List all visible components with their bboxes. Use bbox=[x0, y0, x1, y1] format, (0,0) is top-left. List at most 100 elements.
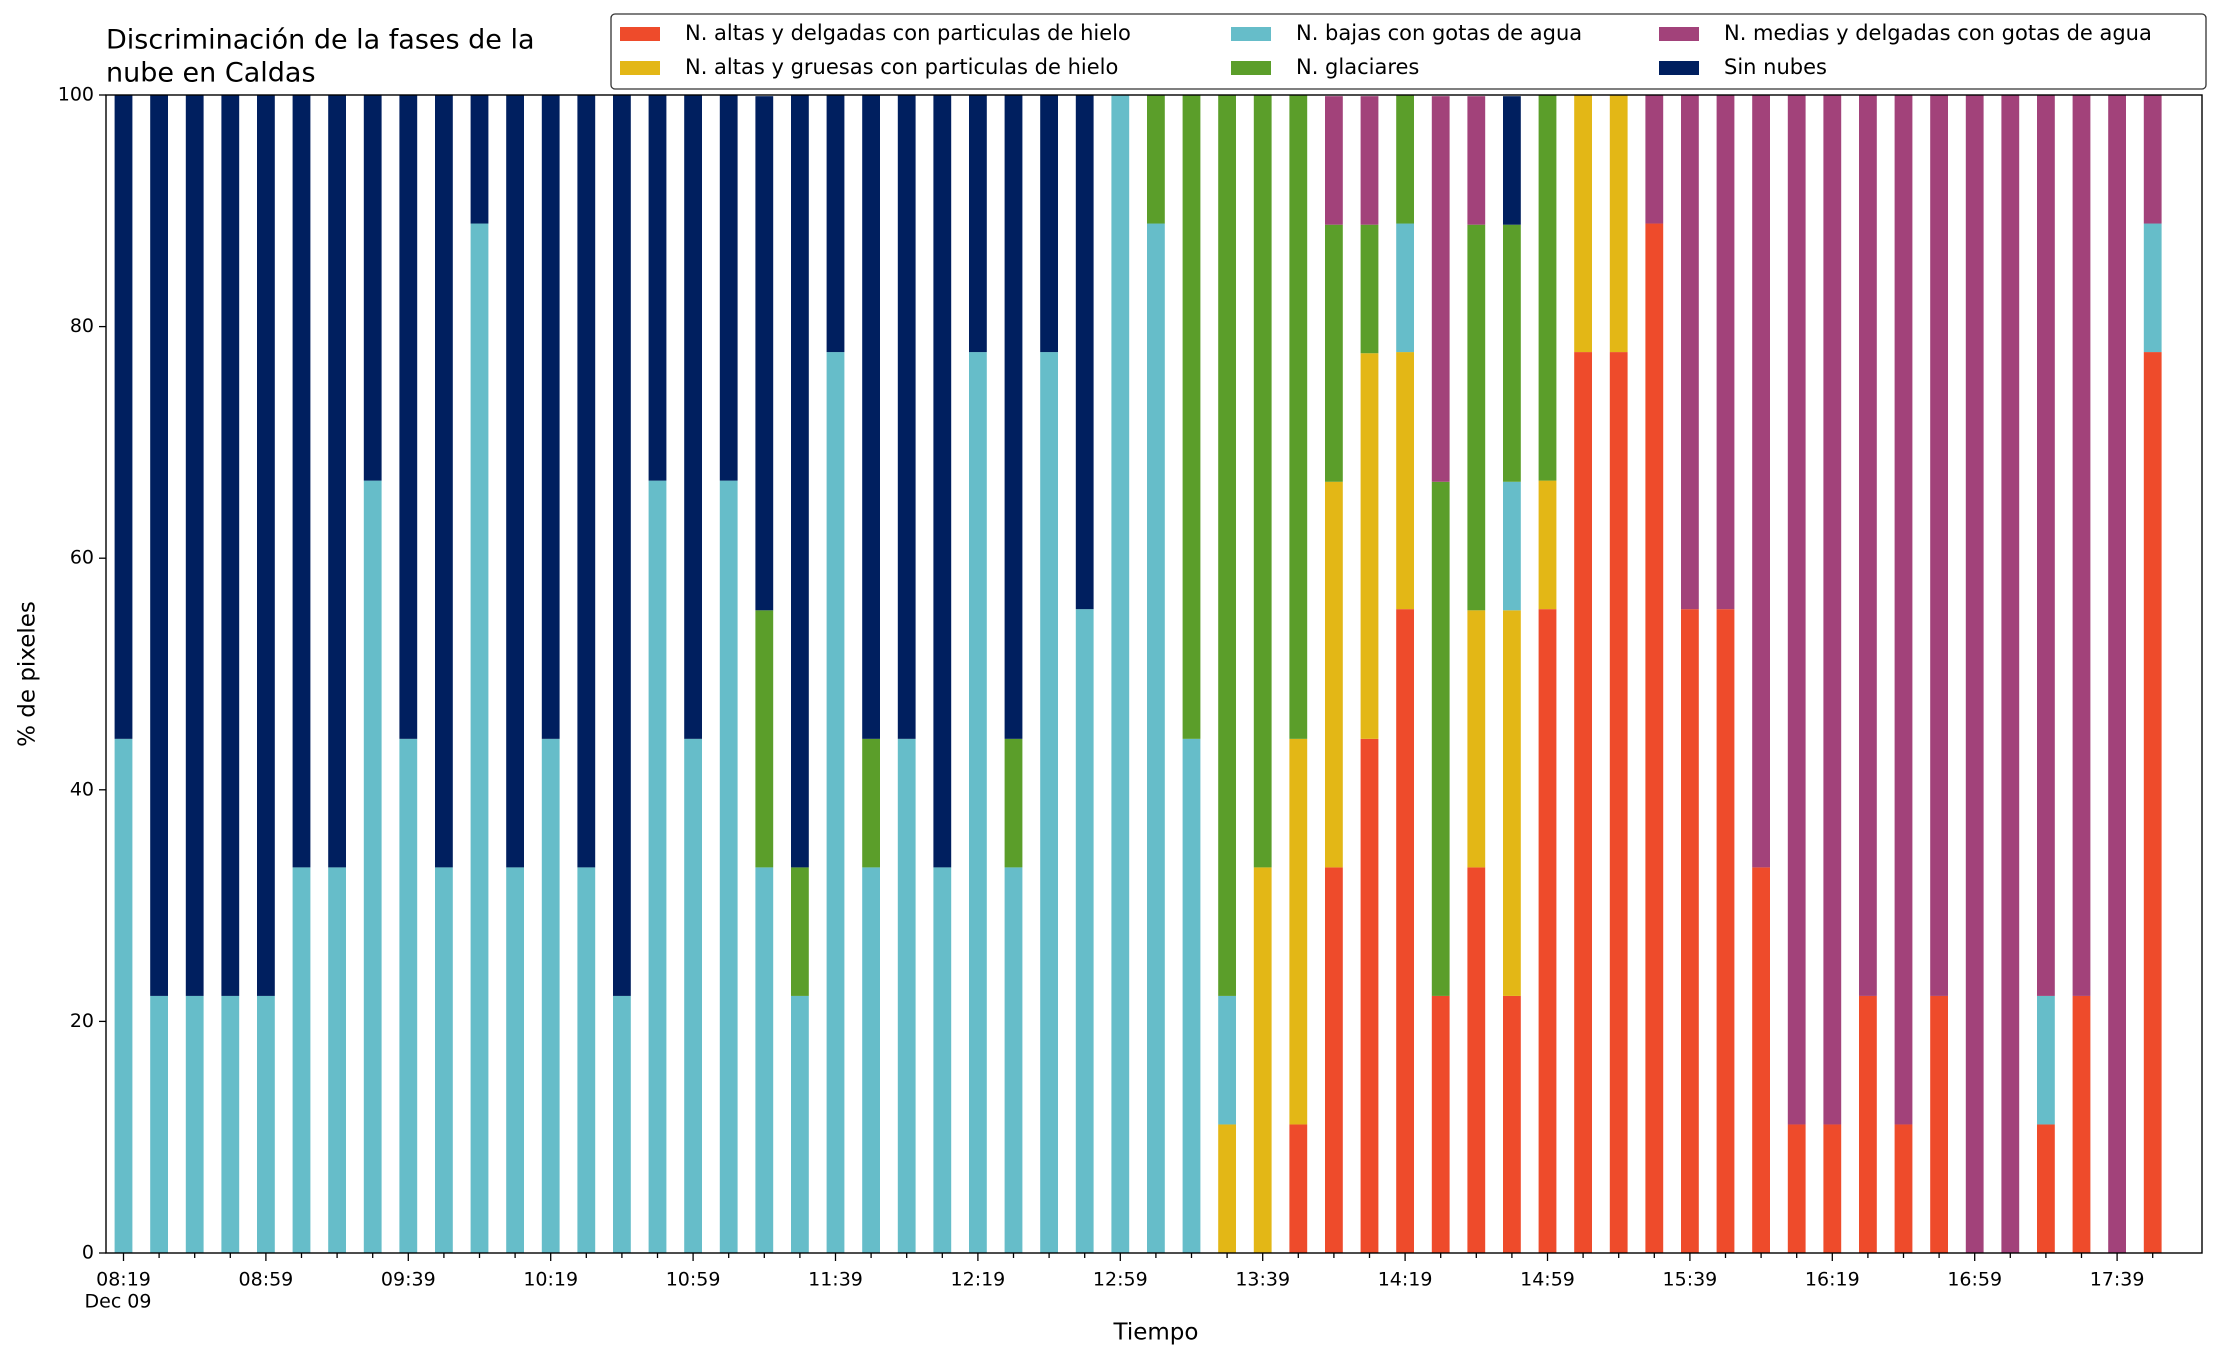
bar-segment bbox=[541, 95, 560, 739]
bar-segment bbox=[257, 95, 275, 996]
bar-segment bbox=[1823, 95, 1842, 1125]
bar-segment bbox=[1147, 95, 1165, 224]
bar-segment bbox=[1894, 95, 1913, 1125]
legend-label: N. bajas con gotas de agua bbox=[1296, 21, 1582, 45]
bar-segment bbox=[2072, 95, 2091, 996]
bar-segment bbox=[1218, 995, 1236, 1125]
bar-segment bbox=[1075, 95, 1094, 610]
legend-swatch bbox=[1659, 61, 1699, 75]
bar-segment bbox=[1467, 96, 1486, 225]
bar-segment bbox=[791, 995, 809, 1253]
bar-segment bbox=[1930, 95, 1948, 996]
bar-segment bbox=[1823, 1124, 1842, 1253]
bar-segment bbox=[1289, 738, 1308, 1125]
x-tick-label: 08:59 bbox=[239, 1269, 294, 1291]
bar-segment bbox=[933, 867, 952, 1253]
bar-segment bbox=[1503, 96, 1521, 225]
bar-segment bbox=[1396, 223, 1414, 353]
bar-segment bbox=[185, 995, 204, 1253]
x-tick-label: 16:19 bbox=[1805, 1269, 1860, 1291]
bar-segment bbox=[2001, 95, 2020, 1253]
bar-segment bbox=[1467, 610, 1486, 868]
y-tick-label: 100 bbox=[58, 84, 94, 106]
bar-segment bbox=[1289, 1124, 1308, 1253]
bar-segment bbox=[470, 223, 489, 1254]
bar-segment bbox=[1645, 223, 1664, 1254]
y-axis-label: % de pixeles bbox=[15, 601, 41, 747]
y-tick-label: 0 bbox=[82, 1242, 94, 1264]
bar-segment bbox=[1431, 995, 1450, 1253]
bar-segment bbox=[1218, 1124, 1236, 1253]
bar-segment bbox=[292, 867, 311, 1253]
bar-segment bbox=[1182, 738, 1201, 1253]
bar-segment bbox=[1859, 95, 1877, 996]
bar-segment bbox=[1538, 609, 1557, 1253]
bar-segment bbox=[2037, 995, 2055, 1125]
bar-segment bbox=[1467, 224, 1486, 611]
bar-segment bbox=[2037, 1124, 2055, 1253]
x-tick-label: 14:59 bbox=[1520, 1269, 1575, 1291]
bar-segment bbox=[1503, 995, 1521, 1253]
x-tick-label: 12:59 bbox=[1093, 1269, 1148, 1291]
bar-segment bbox=[719, 480, 738, 1253]
bar-segment bbox=[969, 95, 987, 353]
bar-segment bbox=[1360, 224, 1379, 354]
bar-segment bbox=[826, 95, 845, 353]
x-tick-label: 15:39 bbox=[1663, 1269, 1718, 1291]
bar-segment bbox=[1396, 95, 1414, 224]
bar-segment bbox=[1182, 95, 1201, 739]
bar-segment bbox=[1538, 95, 1557, 481]
bar-segment bbox=[755, 867, 774, 1253]
chart-title: nube en Caldas bbox=[106, 58, 316, 89]
chart-title: Discriminación de la fases de la bbox=[106, 25, 535, 56]
bar-segment bbox=[684, 95, 702, 739]
plot-frame bbox=[105, 94, 2203, 1254]
bar-segment bbox=[1253, 867, 1272, 1253]
x-tick-label: 17:39 bbox=[2090, 1269, 2145, 1291]
bar-segment bbox=[470, 95, 489, 224]
bar-segment bbox=[2143, 95, 2162, 224]
bar-segment bbox=[791, 867, 809, 996]
bar-segment bbox=[862, 95, 880, 739]
bar-segment bbox=[684, 738, 702, 1253]
bar-segment bbox=[1325, 224, 1343, 482]
x-tick-label: 12:19 bbox=[951, 1269, 1006, 1291]
bar-segment bbox=[1752, 867, 1770, 1253]
bar-segment bbox=[897, 95, 916, 739]
x-tick-label: 14:19 bbox=[1378, 1269, 1433, 1291]
bar-segment bbox=[1004, 95, 1023, 739]
bar-segment bbox=[257, 995, 275, 1253]
legend-swatch bbox=[620, 27, 660, 41]
bar-segment bbox=[1075, 609, 1094, 1253]
bar-segment bbox=[1894, 1124, 1913, 1253]
bar-segment bbox=[399, 95, 418, 739]
y-tick-label: 20 bbox=[70, 1010, 94, 1032]
bar-segment bbox=[755, 96, 774, 611]
bar-segment bbox=[1503, 610, 1521, 996]
x-tick-label: 09:39 bbox=[381, 1269, 436, 1291]
bar-segment bbox=[862, 738, 880, 868]
bar-segment bbox=[1574, 95, 1592, 353]
bar-segment bbox=[1645, 95, 1664, 224]
bar-segment bbox=[1752, 95, 1770, 868]
bar-segment bbox=[897, 738, 916, 1253]
bar-segment bbox=[577, 867, 596, 1253]
bar-segment bbox=[506, 95, 524, 868]
bar-segment bbox=[114, 738, 133, 1253]
bar-segment bbox=[328, 867, 346, 1253]
x-tick-label: 13:39 bbox=[1235, 1269, 1290, 1291]
bar-segment bbox=[1609, 352, 1628, 1253]
bar-segment bbox=[648, 480, 667, 1253]
bar-segment bbox=[2143, 223, 2162, 353]
legend-swatch bbox=[1231, 27, 1271, 41]
x-tick-label: 08:19 bbox=[96, 1269, 151, 1291]
bar-segment bbox=[1681, 95, 1699, 610]
bar-segment bbox=[969, 352, 987, 1253]
bar-segment bbox=[399, 738, 418, 1253]
bar-segment bbox=[1325, 481, 1343, 868]
bar-segment bbox=[1289, 95, 1308, 739]
bar-segment bbox=[1396, 609, 1414, 1253]
bar-segment bbox=[1431, 481, 1450, 996]
bar-segment bbox=[1431, 96, 1450, 482]
